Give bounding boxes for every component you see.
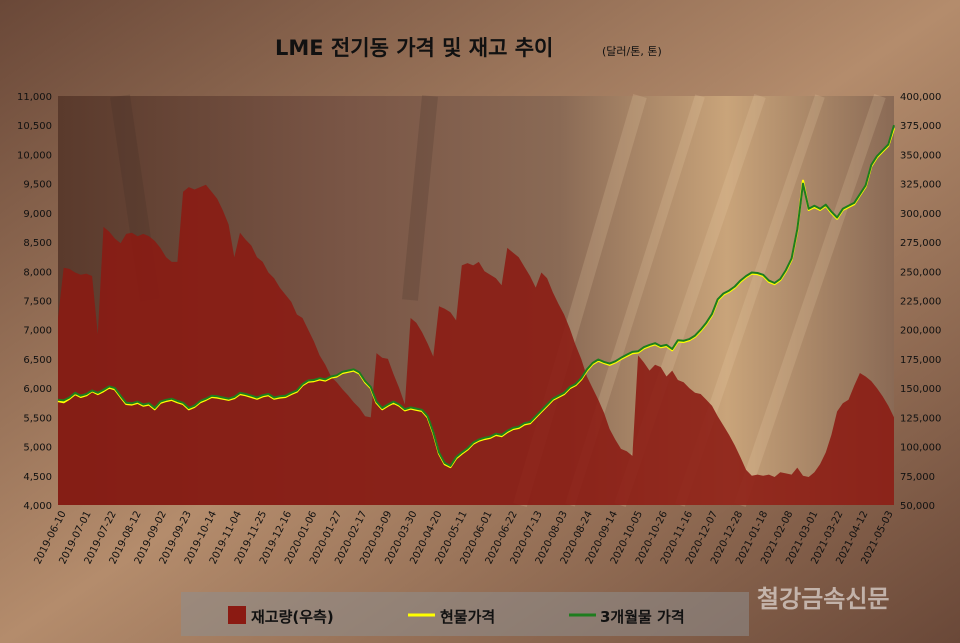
left-tick-label: 5,000 (23, 443, 52, 454)
right-tick-label: 75,000 (900, 472, 935, 483)
left-tick-label: 5,500 (23, 413, 52, 424)
left-tick-label: 6,000 (23, 384, 52, 395)
right-tick-label: 375,000 (900, 121, 941, 132)
right-tick-label: 100,000 (900, 443, 941, 454)
left-axis: 4,000 4,500 5,000 5,500 6,000 6,500 7,000 7,500… (17, 92, 52, 512)
chart-title: LME 전기동 가격 및 재고 추이 (275, 36, 553, 60)
legend-box (181, 592, 749, 636)
watermark: 철강금속신문 (757, 585, 889, 613)
left-tick-label: 4,000 (23, 501, 52, 512)
right-tick-label: 300,000 (900, 209, 941, 220)
right-tick-label: 275,000 (900, 238, 941, 249)
right-tick-label: 175,000 (900, 355, 941, 366)
right-tick-label: 325,000 (900, 180, 941, 191)
stock-area-layer (58, 184, 894, 506)
left-tick-label: 10,000 (17, 150, 52, 161)
left-tick-label: 9,000 (23, 209, 52, 220)
legend-label-3m: 3개월물 가격 (600, 608, 685, 626)
left-tick-label: 9,500 (23, 180, 52, 191)
stock-area (58, 184, 894, 506)
legend-swatch-stock (228, 606, 246, 624)
right-axis: 50,000 75,000 100,000 125,000 150,000 175,000… (900, 92, 941, 512)
legend-label-stock: 재고량(우측) (251, 608, 334, 626)
left-tick-label: 11,000 (17, 92, 52, 103)
left-tick-label: 8,500 (23, 238, 52, 249)
right-tick-label: 150,000 (900, 384, 941, 395)
left-tick-label: 8,000 (23, 267, 52, 278)
legend-label-spot: 현물가격 (440, 608, 495, 626)
left-tick-label: 7,000 (23, 326, 52, 337)
price-lines-layer (57, 124, 896, 469)
left-tick-label: 6,500 (23, 355, 52, 366)
right-tick-label: 350,000 (900, 150, 941, 161)
three-month-price-line (57, 124, 895, 467)
chart-title-unit: (달러/톤, 톤) (602, 45, 662, 58)
right-tick-label: 200,000 (900, 326, 941, 337)
right-tick-label: 400,000 (900, 92, 941, 103)
legend: 재고량(우측) 현물가격 3개월물 가격 (181, 592, 749, 636)
left-tick-label: 10,500 (17, 121, 52, 132)
right-tick-label: 50,000 (900, 501, 935, 512)
right-tick-label: 250,000 (900, 267, 941, 278)
right-tick-label: 125,000 (900, 413, 941, 424)
left-tick-label: 7,500 (23, 297, 52, 308)
right-tick-label: 225,000 (900, 297, 941, 308)
left-tick-label: 4,500 (23, 472, 52, 483)
